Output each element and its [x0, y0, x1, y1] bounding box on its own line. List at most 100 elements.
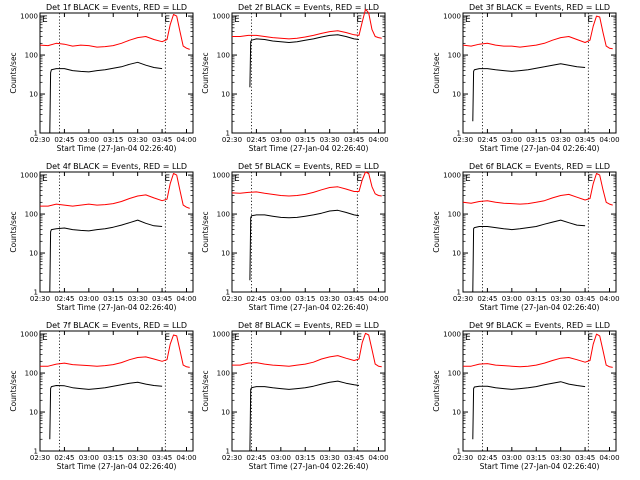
- y-tick-label: 1000: [212, 172, 230, 180]
- x-tick-label: 04:00: [368, 295, 388, 303]
- events-series-line: [249, 380, 360, 452]
- y-axis-label: Counts/sec: [201, 52, 210, 93]
- lld-series-line: [462, 173, 613, 206]
- x-axis-label: Start Time (27-Jan-04 02:26:40): [480, 144, 600, 153]
- x-tick-label: 04:00: [176, 454, 196, 462]
- x-tick-label: 02:30: [30, 295, 50, 303]
- x-tick-label: 03:45: [575, 136, 595, 144]
- corner-marker: E: [234, 333, 240, 343]
- y-tick-label: 100: [217, 52, 230, 60]
- x-tick-label: 03:45: [344, 295, 364, 303]
- x-tick-label: 04:00: [368, 454, 388, 462]
- corner-marker: E: [587, 174, 593, 184]
- x-tick-label: 03:30: [551, 454, 571, 462]
- y-axis-label: Counts/sec: [432, 211, 441, 252]
- x-tick-label: 03:00: [502, 454, 522, 462]
- corner-marker: E: [587, 15, 593, 25]
- axes-frame: [462, 330, 617, 452]
- x-tick-label: 03:00: [271, 136, 291, 144]
- corner-marker: E: [42, 333, 48, 343]
- x-tick-label: 02:30: [222, 295, 242, 303]
- y-axis-label: Counts/sec: [201, 211, 210, 252]
- y-tick-label: 1: [34, 289, 38, 297]
- y-tick-label: 100: [25, 211, 38, 219]
- x-axis-label: Start Time (27-Jan-04 02:26:40): [249, 303, 369, 312]
- x-tick-label: 03:00: [502, 295, 522, 303]
- y-tick-label: 1000: [443, 331, 461, 339]
- x-tick-label: 03:30: [128, 136, 148, 144]
- corner-marker: E: [465, 333, 471, 343]
- panel-1: Det 1f BLACK = Events, RED = LLD 02:30 02:…: [9, 3, 197, 153]
- x-tick-label: 04:00: [176, 295, 196, 303]
- y-tick-label: 10: [221, 250, 230, 258]
- y-tick-label: 10: [452, 409, 461, 417]
- x-tick-label: 02:30: [30, 136, 50, 144]
- x-tick-label: 03:15: [526, 295, 546, 303]
- x-tick-label: 04:00: [176, 136, 196, 144]
- lld-series-line: [231, 171, 382, 197]
- x-tick-label: 03:30: [320, 295, 340, 303]
- panel-6: Det 6f BLACK = Events, RED = LLD 02:30 02:…: [432, 162, 620, 312]
- y-tick-label: 1: [457, 130, 461, 138]
- y-tick-label: 1000: [20, 172, 38, 180]
- x-tick-label: 03:30: [128, 454, 148, 462]
- corner-marker: E: [356, 174, 362, 184]
- y-tick-label: 100: [217, 211, 230, 219]
- x-tick-label: 02:45: [246, 136, 266, 144]
- axes-frame: [231, 12, 386, 134]
- y-tick-label: 10: [452, 91, 461, 99]
- x-tick-label: 03:45: [152, 295, 172, 303]
- axes-frame: [231, 171, 386, 293]
- events-series-line: [249, 34, 360, 88]
- corner-marker: E: [465, 174, 471, 184]
- x-tick-label: 03:15: [295, 454, 315, 462]
- corner-marker: E: [164, 15, 170, 25]
- x-tick-label: 02:30: [453, 454, 473, 462]
- x-tick-label: 03:45: [344, 136, 364, 144]
- y-tick-label: 1000: [443, 172, 461, 180]
- x-tick-label: 03:15: [103, 136, 123, 144]
- x-tick-label: 03:00: [271, 295, 291, 303]
- panel-title: Det 2f BLACK = Events, RED = LLD: [238, 3, 379, 12]
- corner-marker: E: [164, 333, 170, 343]
- x-axis-label: Start Time (27-Jan-04 02:26:40): [480, 462, 600, 471]
- y-tick-label: 1000: [212, 13, 230, 21]
- y-tick-label: 10: [221, 409, 230, 417]
- panel-3: Det 3f BLACK = Events, RED = LLD 02:30 02:…: [432, 3, 620, 153]
- y-tick-label: 100: [448, 52, 461, 60]
- x-tick-label: 02:30: [222, 136, 242, 144]
- panel-title: Det 8f BLACK = Events, RED = LLD: [238, 321, 379, 330]
- x-axis-label: Start Time (27-Jan-04 02:26:40): [57, 303, 177, 312]
- corner-marker: E: [356, 333, 362, 343]
- y-tick-label: 100: [217, 370, 230, 378]
- y-tick-label: 1000: [20, 331, 38, 339]
- y-axis-label: Counts/sec: [432, 370, 441, 411]
- lld-series-line: [462, 15, 613, 50]
- x-tick-label: 03:00: [79, 295, 99, 303]
- panel-title: Det 6f BLACK = Events, RED = LLD: [469, 162, 610, 171]
- y-tick-label: 10: [221, 91, 230, 99]
- panel-9: Det 9f BLACK = Events, RED = LLD 02:30 02:…: [432, 321, 620, 471]
- x-tick-label: 02:45: [477, 454, 497, 462]
- events-series-line: [472, 381, 586, 440]
- x-tick-label: 03:00: [79, 136, 99, 144]
- y-tick-label: 10: [29, 409, 38, 417]
- corner-marker: E: [587, 333, 593, 343]
- x-tick-label: 03:45: [344, 454, 364, 462]
- x-tick-label: 02:45: [477, 136, 497, 144]
- axes-frame: [462, 171, 617, 293]
- lld-series-line: [40, 173, 190, 209]
- y-tick-label: 10: [29, 250, 38, 258]
- panel-title: Det 7f BLACK = Events, RED = LLD: [46, 321, 187, 330]
- lld-series-line: [232, 332, 382, 368]
- panel-title: Det 4f BLACK = Events, RED = LLD: [46, 162, 187, 171]
- x-tick-label: 03:00: [79, 454, 99, 462]
- lld-series-line: [39, 14, 190, 50]
- y-tick-label: 10: [452, 250, 461, 258]
- corner-marker: E: [164, 174, 170, 184]
- x-tick-label: 02:30: [222, 454, 242, 462]
- x-tick-label: 03:00: [271, 454, 291, 462]
- events-series-line: [49, 61, 163, 134]
- panel-4: Det 4f BLACK = Events, RED = LLD 02:30 02:…: [9, 162, 197, 312]
- x-tick-label: 02:30: [453, 136, 473, 144]
